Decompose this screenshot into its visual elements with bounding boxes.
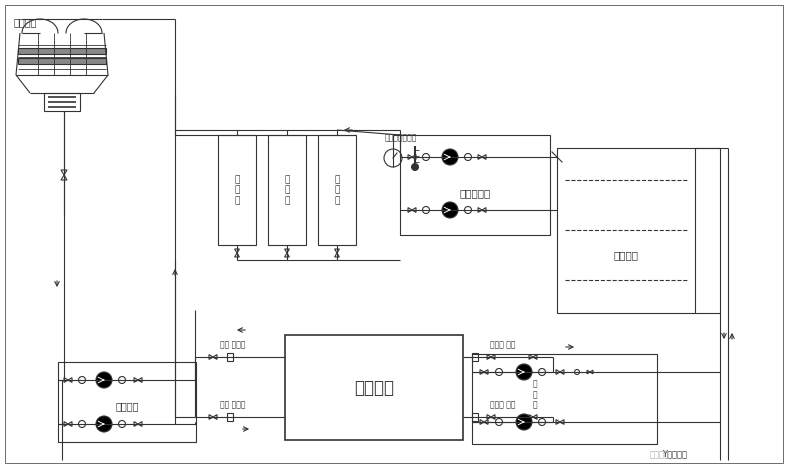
Bar bbox=[18, 48, 106, 54]
Text: 冷却水塔: 冷却水塔 bbox=[14, 17, 38, 27]
Polygon shape bbox=[408, 208, 412, 212]
Polygon shape bbox=[235, 253, 240, 257]
Text: 冷却水泵: 冷却水泵 bbox=[115, 401, 139, 411]
Text: 压力输出泵: 压力输出泵 bbox=[459, 188, 491, 198]
Text: 软接头 蝶阀: 软接头 蝶阀 bbox=[490, 400, 516, 409]
Polygon shape bbox=[412, 208, 416, 212]
Circle shape bbox=[96, 372, 112, 388]
Polygon shape bbox=[480, 420, 484, 424]
Polygon shape bbox=[533, 355, 537, 359]
Polygon shape bbox=[560, 370, 564, 374]
Polygon shape bbox=[68, 422, 72, 426]
Circle shape bbox=[538, 418, 545, 425]
Polygon shape bbox=[487, 415, 491, 419]
Text: 冷
却
水: 冷 却 水 bbox=[532, 380, 537, 410]
Polygon shape bbox=[209, 355, 213, 359]
Text: 生
产
线: 生 产 线 bbox=[234, 175, 240, 205]
Polygon shape bbox=[482, 154, 486, 160]
Text: Y型过滤器: Y型过滤器 bbox=[662, 449, 687, 459]
Bar bbox=[44, 93, 80, 111]
Polygon shape bbox=[213, 415, 217, 419]
Circle shape bbox=[118, 376, 125, 383]
Polygon shape bbox=[533, 415, 537, 419]
Polygon shape bbox=[484, 420, 488, 424]
Text: 生
产
线: 生 产 线 bbox=[284, 175, 290, 205]
Bar bbox=[285, 335, 463, 440]
Polygon shape bbox=[487, 355, 491, 359]
Polygon shape bbox=[138, 422, 142, 426]
Polygon shape bbox=[209, 415, 213, 419]
Text: 冷冻机组: 冷冻机组 bbox=[354, 379, 394, 396]
Circle shape bbox=[516, 414, 532, 430]
Polygon shape bbox=[478, 208, 482, 212]
Polygon shape bbox=[284, 253, 289, 257]
Text: 生
产
线: 生 产 线 bbox=[334, 175, 340, 205]
Bar bbox=[18, 58, 106, 64]
Bar bbox=[227, 413, 233, 421]
Bar bbox=[400, 135, 550, 235]
Polygon shape bbox=[529, 355, 533, 359]
Polygon shape bbox=[64, 422, 68, 426]
Bar bbox=[472, 353, 478, 361]
Polygon shape bbox=[134, 422, 138, 426]
Circle shape bbox=[411, 163, 419, 171]
Polygon shape bbox=[235, 249, 240, 253]
Circle shape bbox=[496, 418, 503, 425]
Polygon shape bbox=[482, 208, 486, 212]
Polygon shape bbox=[560, 420, 564, 424]
Circle shape bbox=[96, 416, 112, 432]
Polygon shape bbox=[68, 378, 72, 382]
Polygon shape bbox=[335, 253, 340, 257]
Polygon shape bbox=[491, 415, 495, 419]
Circle shape bbox=[442, 149, 458, 165]
Circle shape bbox=[464, 206, 471, 213]
Circle shape bbox=[496, 368, 503, 375]
Text: 蝶阀 软接头: 蝶阀 软接头 bbox=[221, 400, 246, 409]
Text: 压力表、温度计: 压力表、温度计 bbox=[385, 133, 418, 142]
Polygon shape bbox=[412, 154, 416, 160]
Circle shape bbox=[422, 206, 429, 213]
Polygon shape bbox=[134, 378, 138, 382]
Polygon shape bbox=[491, 355, 495, 359]
Bar bbox=[557, 148, 695, 313]
Text: 软接头 蝶阀: 软接头 蝶阀 bbox=[490, 340, 516, 349]
Bar bbox=[318, 135, 356, 245]
Bar bbox=[218, 135, 256, 245]
Circle shape bbox=[442, 202, 458, 218]
Circle shape bbox=[574, 370, 579, 374]
Polygon shape bbox=[408, 154, 412, 160]
Polygon shape bbox=[61, 170, 67, 175]
Polygon shape bbox=[61, 175, 67, 180]
Polygon shape bbox=[284, 249, 289, 253]
Polygon shape bbox=[556, 370, 560, 374]
Circle shape bbox=[422, 154, 429, 161]
Polygon shape bbox=[64, 378, 68, 382]
Polygon shape bbox=[335, 249, 340, 253]
Polygon shape bbox=[138, 378, 142, 382]
Polygon shape bbox=[587, 370, 590, 374]
Polygon shape bbox=[484, 370, 488, 374]
Bar bbox=[472, 354, 657, 444]
Circle shape bbox=[79, 421, 86, 427]
Polygon shape bbox=[480, 370, 484, 374]
Bar bbox=[227, 353, 233, 361]
Bar bbox=[268, 135, 306, 245]
Polygon shape bbox=[478, 154, 482, 160]
Bar bbox=[58, 362, 196, 442]
Polygon shape bbox=[213, 355, 217, 359]
Circle shape bbox=[79, 376, 86, 383]
Circle shape bbox=[516, 364, 532, 380]
Circle shape bbox=[464, 154, 471, 161]
Polygon shape bbox=[590, 370, 593, 374]
Circle shape bbox=[118, 421, 125, 427]
Text: 蝶阀 软接头: 蝶阀 软接头 bbox=[221, 340, 246, 349]
Bar bbox=[472, 413, 478, 421]
Text: 百度文库: 百度文库 bbox=[650, 451, 670, 460]
Text: 冷蓄水池: 冷蓄水池 bbox=[614, 250, 638, 260]
Polygon shape bbox=[529, 415, 533, 419]
Polygon shape bbox=[556, 420, 560, 424]
Circle shape bbox=[538, 368, 545, 375]
